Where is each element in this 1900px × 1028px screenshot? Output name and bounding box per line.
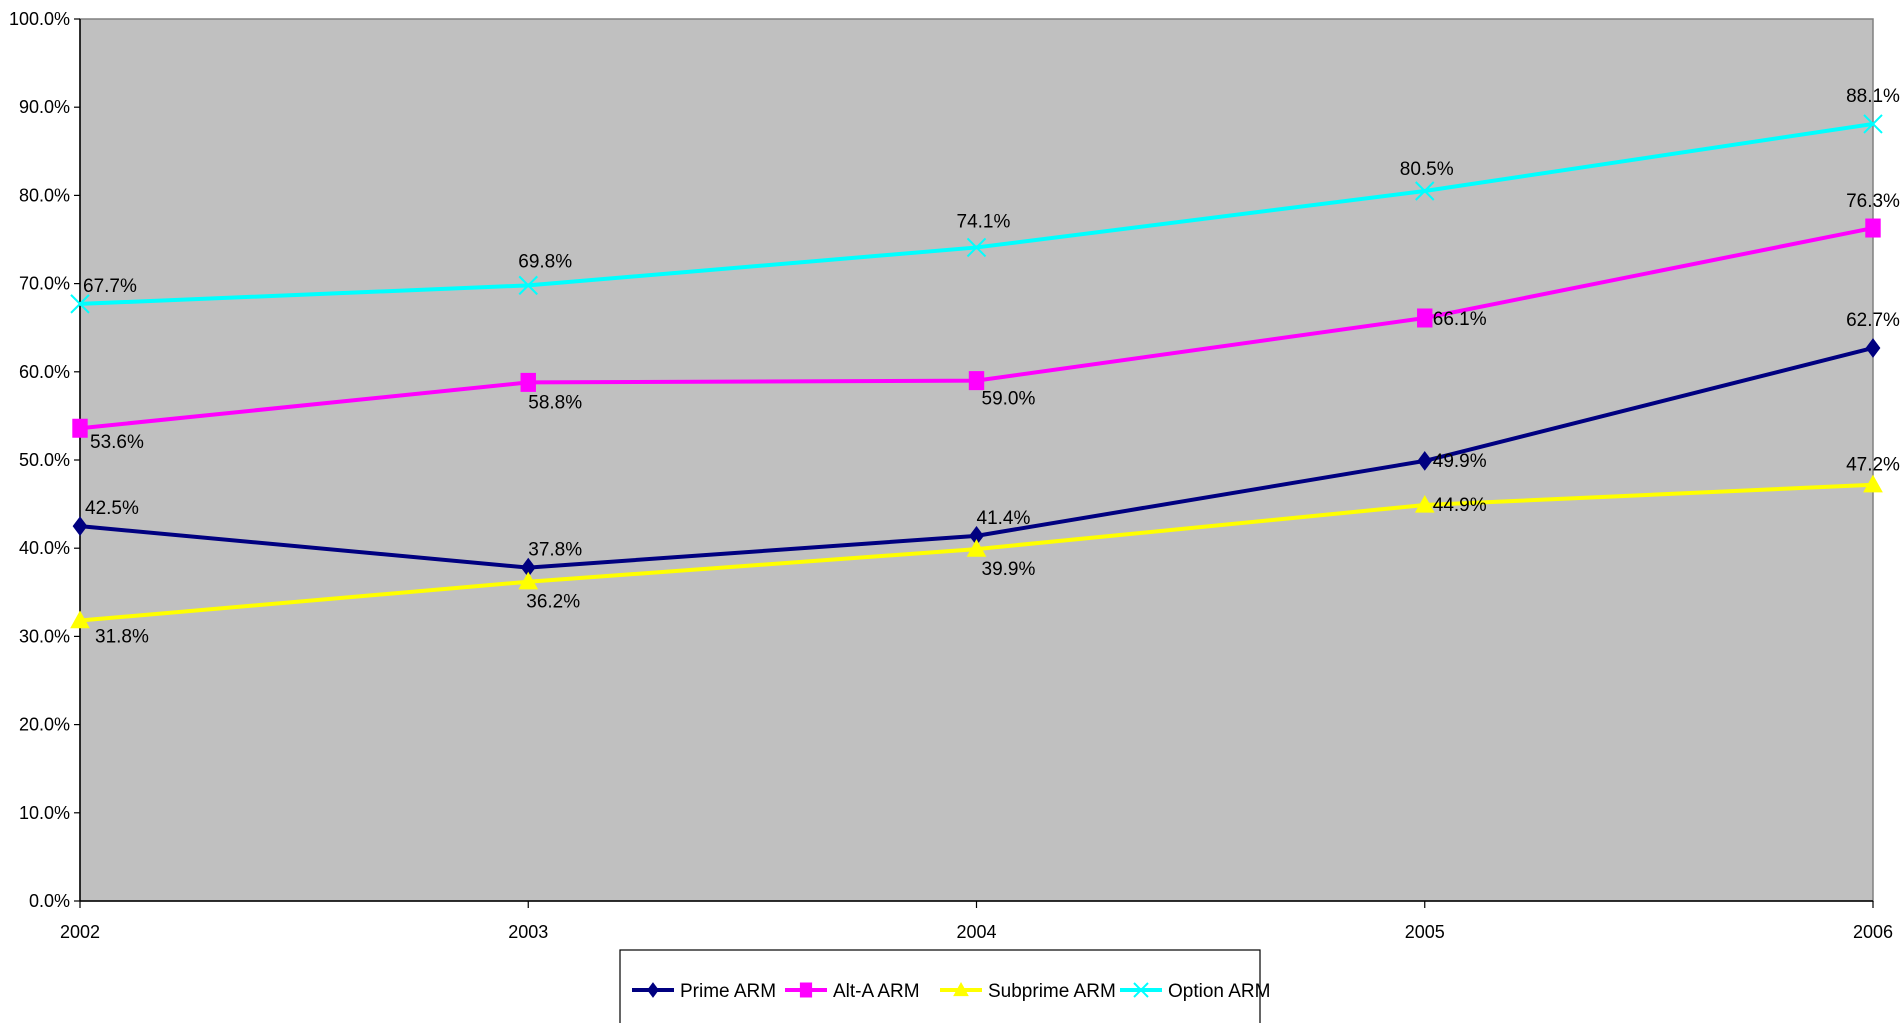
point-prime-arm [1865, 338, 1881, 358]
y-tick-label: 70.0% [19, 274, 70, 294]
series-alt-a-arm [72, 218, 1881, 438]
point-subprime-arm [518, 571, 539, 590]
plot-area [79, 18, 1874, 902]
data-label-alt-a-arm: 59.0% [982, 389, 1036, 410]
point-subprime-arm [70, 610, 90, 629]
point-option-arm-stroke [1863, 114, 1883, 134]
point-alt-a-arm [520, 372, 536, 392]
data-label-alt-a-arm: 58.8% [528, 392, 582, 413]
data-label-option-arm: 74.1% [957, 211, 1011, 232]
y-tick-label: 40.0% [19, 538, 70, 558]
point-alt-a-arm [968, 371, 985, 391]
point-option-arm-stroke [966, 237, 987, 258]
legend-marker-subprime-arm [953, 981, 969, 997]
x-tick-label: 2005 [1405, 922, 1445, 942]
y-tick-label: 30.0% [19, 626, 70, 646]
y-tick-label: 100.0% [9, 9, 70, 29]
point-subprime-arm [966, 539, 987, 557]
data-label-alt-a-arm: 76.3% [1846, 191, 1900, 212]
data-label-subprime-arm: 36.2% [526, 592, 580, 613]
y-tick-label: 50.0% [19, 450, 70, 470]
data-label-subprime-arm: 39.9% [982, 559, 1036, 580]
point-subprime-arm [1863, 474, 1883, 493]
legend-label-alt-a-arm: Alt-A ARM [833, 981, 920, 1002]
y-tick-label: 0.0% [29, 891, 70, 911]
point-option-arm [966, 237, 987, 258]
data-label-alt-a-arm: 66.1% [1433, 309, 1487, 330]
data-label-prime-arm: 62.7% [1846, 310, 1900, 331]
legend-marker-option-arm-stroke [1133, 982, 1149, 998]
y-tick-label: 60.0% [19, 362, 70, 382]
legend-marker-prime-arm [647, 982, 659, 998]
legend-marker-alt-a-arm [799, 982, 813, 998]
point-option-arm [1863, 114, 1883, 134]
point-alt-a-arm [72, 418, 88, 438]
data-label-subprime-arm: 47.2% [1846, 455, 1900, 476]
point-alt-a-arm [1865, 218, 1881, 238]
point-prime-arm [1417, 451, 1433, 471]
x-tick-label: 2002 [60, 922, 100, 942]
point-option-arm-stroke [518, 275, 538, 296]
series-option-arm [70, 114, 1883, 314]
legend-label-prime-arm: Prime ARM [680, 981, 776, 1002]
point-option-arm [70, 294, 90, 314]
data-label-subprime-arm: 31.8% [95, 627, 149, 648]
data-label-option-arm: 69.8% [518, 251, 572, 272]
point-option-arm [518, 275, 538, 296]
point-prime-arm [72, 516, 88, 536]
legend-label-subprime-arm: Subprime ARM [988, 981, 1116, 1002]
y-tick-label: 20.0% [19, 715, 70, 735]
x-tick-label: 2006 [1853, 922, 1893, 942]
series-subprime-arm [70, 474, 1883, 629]
data-label-option-arm: 67.7% [83, 276, 137, 297]
y-tick-label: 10.0% [19, 803, 70, 823]
legend-label-option-arm: Option ARM [1168, 981, 1270, 1002]
data-label-prime-arm: 42.5% [85, 498, 139, 519]
point-alt-a-arm [1417, 308, 1433, 328]
x-tick-label: 2003 [508, 922, 548, 942]
point-subprime-arm [1414, 494, 1435, 513]
y-tick-label: 90.0% [19, 97, 70, 117]
data-labels: 42.5% 37.8% 41.4% 49.9% 62.7% 53.6% 58.8% 59.0%… [83, 86, 1900, 648]
series-layer [70, 114, 1883, 629]
legend: Prime ARM Alt-A ARM Subprime ARM Option ARM [619, 949, 1270, 1028]
data-label-prime-arm: 37.8% [528, 540, 582, 561]
axes: 0.0% 10.0% 20.0% 30.0% 40.0% 50.0% 60.0% 70.0% 8… [9, 9, 1893, 942]
data-label-alt-a-arm: 53.6% [90, 432, 144, 453]
data-label-prime-arm: 49.9% [1433, 451, 1487, 472]
x-tick-label: 2004 [956, 922, 996, 942]
data-label-prime-arm: 41.4% [977, 508, 1031, 529]
y-tick-label: 80.0% [19, 185, 70, 205]
data-label-option-arm: 88.1% [1846, 86, 1900, 107]
legend-marker-option-arm [1133, 982, 1149, 998]
point-option-arm-stroke [1415, 181, 1435, 201]
point-option-arm-stroke [70, 294, 90, 314]
point-option-arm [1415, 181, 1435, 201]
data-label-subprime-arm: 44.9% [1433, 495, 1487, 516]
data-label-option-arm: 80.5% [1400, 159, 1454, 180]
